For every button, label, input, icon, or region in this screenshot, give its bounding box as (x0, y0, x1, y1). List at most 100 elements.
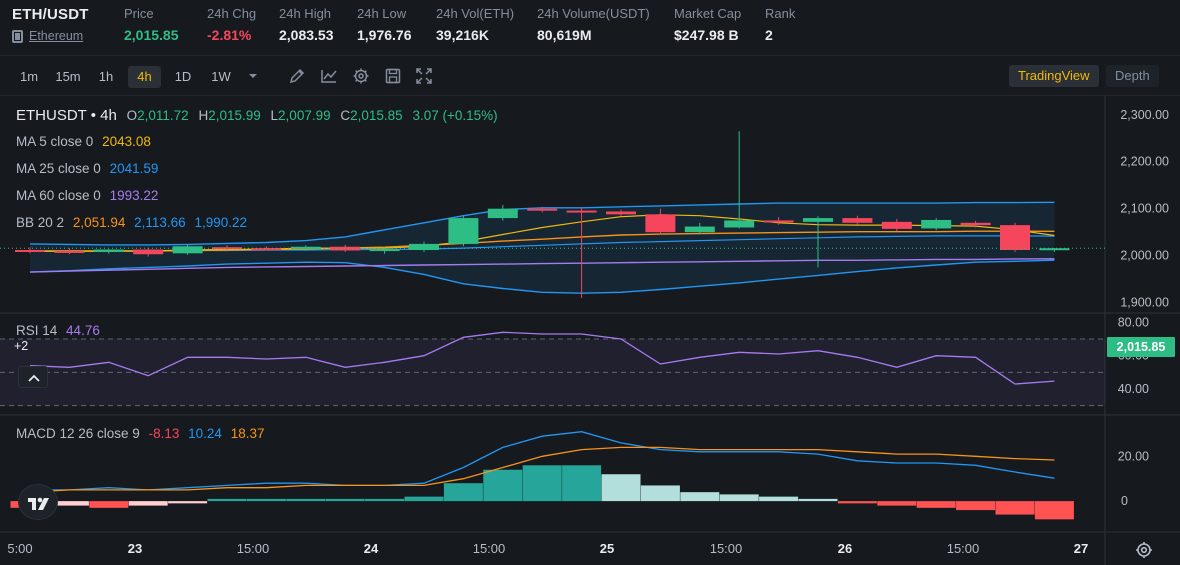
timeframe-15m[interactable]: 15m (55, 69, 81, 84)
candle-body (487, 208, 518, 219)
timeframe-4h[interactable]: 4h (128, 66, 161, 88)
timeframe-1w[interactable]: 1W (211, 69, 231, 84)
timeframe-1h[interactable]: 1h (98, 69, 114, 84)
time-axis-label: 15:00 (947, 541, 980, 556)
stat-label: 24h Volume(USDT) (537, 6, 650, 21)
stat-24h-low: 24h Low 1,976.76 (357, 6, 412, 43)
rsi-line (29, 331, 1055, 385)
tab-tradingview[interactable]: TradingView (1009, 65, 1099, 87)
tradingview-logo-icon (28, 497, 49, 510)
candle-body (251, 248, 282, 251)
stat-24h-vol-eth: 24h Vol(ETH) 39,216K (436, 6, 514, 43)
time-axis-label: 15:00 (237, 541, 270, 556)
candle-body (1039, 248, 1070, 251)
macd-histogram-bar (365, 498, 405, 502)
candle-body (881, 221, 912, 229)
chart-toolbar: 1m 15m 1h 4h 1D 1W TradingView Depth (0, 56, 1180, 96)
tab-depth[interactable]: Depth (1106, 65, 1159, 87)
stat-label: Market Cap (674, 6, 742, 21)
time-axis-label: 25 (600, 541, 614, 556)
macd-axis-tick: 20.00 (1118, 449, 1149, 463)
candle-body (960, 222, 991, 226)
macd-histogram-bar (325, 498, 365, 502)
macd-hist-value: -8.13 (148, 426, 180, 441)
stat-value: 2,083.53 (279, 27, 334, 43)
ohlc-legend: ETHUSDT • 4h O2,011.72 H2,015.99 L2,007.… (16, 107, 498, 124)
macd-histogram-bar (483, 469, 523, 502)
rsi-axis-tick: 40.00 (1118, 382, 1149, 396)
collapse-legend-button[interactable] (18, 366, 48, 388)
legend-low: 2,007.99 (278, 108, 331, 123)
ma25-label: MA 25 close 0 (16, 161, 101, 176)
candle-body (527, 208, 558, 211)
candle-body (93, 249, 124, 252)
stat-label: 24h High (279, 6, 332, 21)
time-axis-label: 15:00 (473, 541, 506, 556)
macd-signal-value: 18.37 (230, 426, 265, 441)
asset-name-link[interactable]: Ethereum (29, 29, 84, 43)
macd-histogram-bar (916, 501, 956, 508)
price-axis-tick: 2,200.00 (1120, 155, 1169, 169)
stat-value: 2,015.85 (124, 27, 179, 43)
asset-link-row[interactable]: Ethereum (12, 29, 89, 43)
stat-label: 24h Low (357, 6, 407, 21)
draw-icon[interactable] (288, 67, 306, 85)
stat-label: 24h Chg (207, 6, 257, 21)
time-axis-label: 26 (838, 541, 852, 556)
chevron-down-icon[interactable] (244, 67, 262, 85)
stat-24h-high: 24h High 2,083.53 (279, 6, 334, 43)
candle-body (763, 220, 794, 223)
time-axis-label: 5:00 (7, 541, 32, 556)
fullscreen-icon[interactable] (415, 67, 433, 85)
candle-body (290, 246, 321, 250)
rsi-legend: RSI 14 44.76 (16, 323, 100, 338)
candle-body (448, 218, 479, 244)
chart-settings-icon[interactable] (1134, 540, 1154, 560)
pair-title[interactable]: ETH/USDT (12, 6, 89, 23)
ma60-legend: MA 60 close 0 1993.22 (16, 188, 158, 203)
macd-histogram-bar (837, 501, 877, 504)
time-axis-label: 27 (1074, 541, 1088, 556)
macd-line (30, 431, 1055, 491)
ma25-legend: MA 25 close 0 2041.59 (16, 161, 158, 176)
macd-histogram-bar (680, 492, 720, 502)
macd-histogram-bar (995, 501, 1035, 515)
candle-body (212, 247, 242, 250)
time-axis-label: 24 (364, 541, 379, 556)
candle-body (54, 250, 85, 253)
stat-value: 80,619M (537, 27, 592, 43)
time-axis-label: 15:00 (710, 541, 743, 556)
ma25-value: 2041.59 (109, 161, 159, 176)
timeframe-1m[interactable]: 1m (19, 69, 39, 84)
ma60-label: MA 60 close 0 (16, 188, 101, 203)
bb-lower-line (29, 259, 1055, 294)
ma5-legend: MA 5 close 0 2043.08 (16, 134, 151, 149)
stat-value: -2.81% (207, 27, 252, 43)
ma60-value: 1993.22 (109, 188, 159, 203)
price-axis-tick: 2,300.00 (1120, 108, 1169, 122)
legend-high: 2,015.99 (208, 108, 261, 123)
legend-symbol: ETHUSDT (16, 107, 87, 124)
book-icon (12, 29, 23, 43)
macd-histogram-bar (798, 498, 838, 502)
candle-body (566, 210, 597, 213)
save-icon[interactable] (384, 67, 402, 85)
macd-histogram-bar (956, 501, 996, 511)
macd-histogram-bar (522, 465, 562, 502)
stat-24h-vol-usdt: 24h Volume(USDT) 80,619M (537, 6, 650, 43)
indicator-icon[interactable] (320, 67, 338, 85)
macd-histogram-bar (246, 498, 286, 502)
more-indicators-badge[interactable]: +2 (14, 339, 29, 353)
stat-price: Price 2,015.85 (124, 6, 179, 43)
stat-value: 39,216K (436, 27, 489, 43)
timeframe-1d[interactable]: 1D (174, 69, 192, 84)
chart-area[interactable]: 2,300.00 2,200.00 2,100.00 2,000.00 1,900.00… (0, 96, 1180, 565)
price-axis-tick: 2,000.00 (1120, 249, 1169, 263)
rsi-label: RSI 14 (16, 323, 58, 338)
macd-legend: MACD 12 26 close 9 -8.13 10.24 18.37 (16, 426, 264, 441)
chart-canvas[interactable]: 2,300.00 2,200.00 2,100.00 2,000.00 1,900.00… (0, 96, 1180, 565)
macd-histogram-bar (759, 496, 799, 502)
tradingview-logo[interactable] (18, 484, 58, 520)
settings-icon[interactable] (352, 67, 370, 85)
legend-close: 2,015.85 (350, 108, 403, 123)
